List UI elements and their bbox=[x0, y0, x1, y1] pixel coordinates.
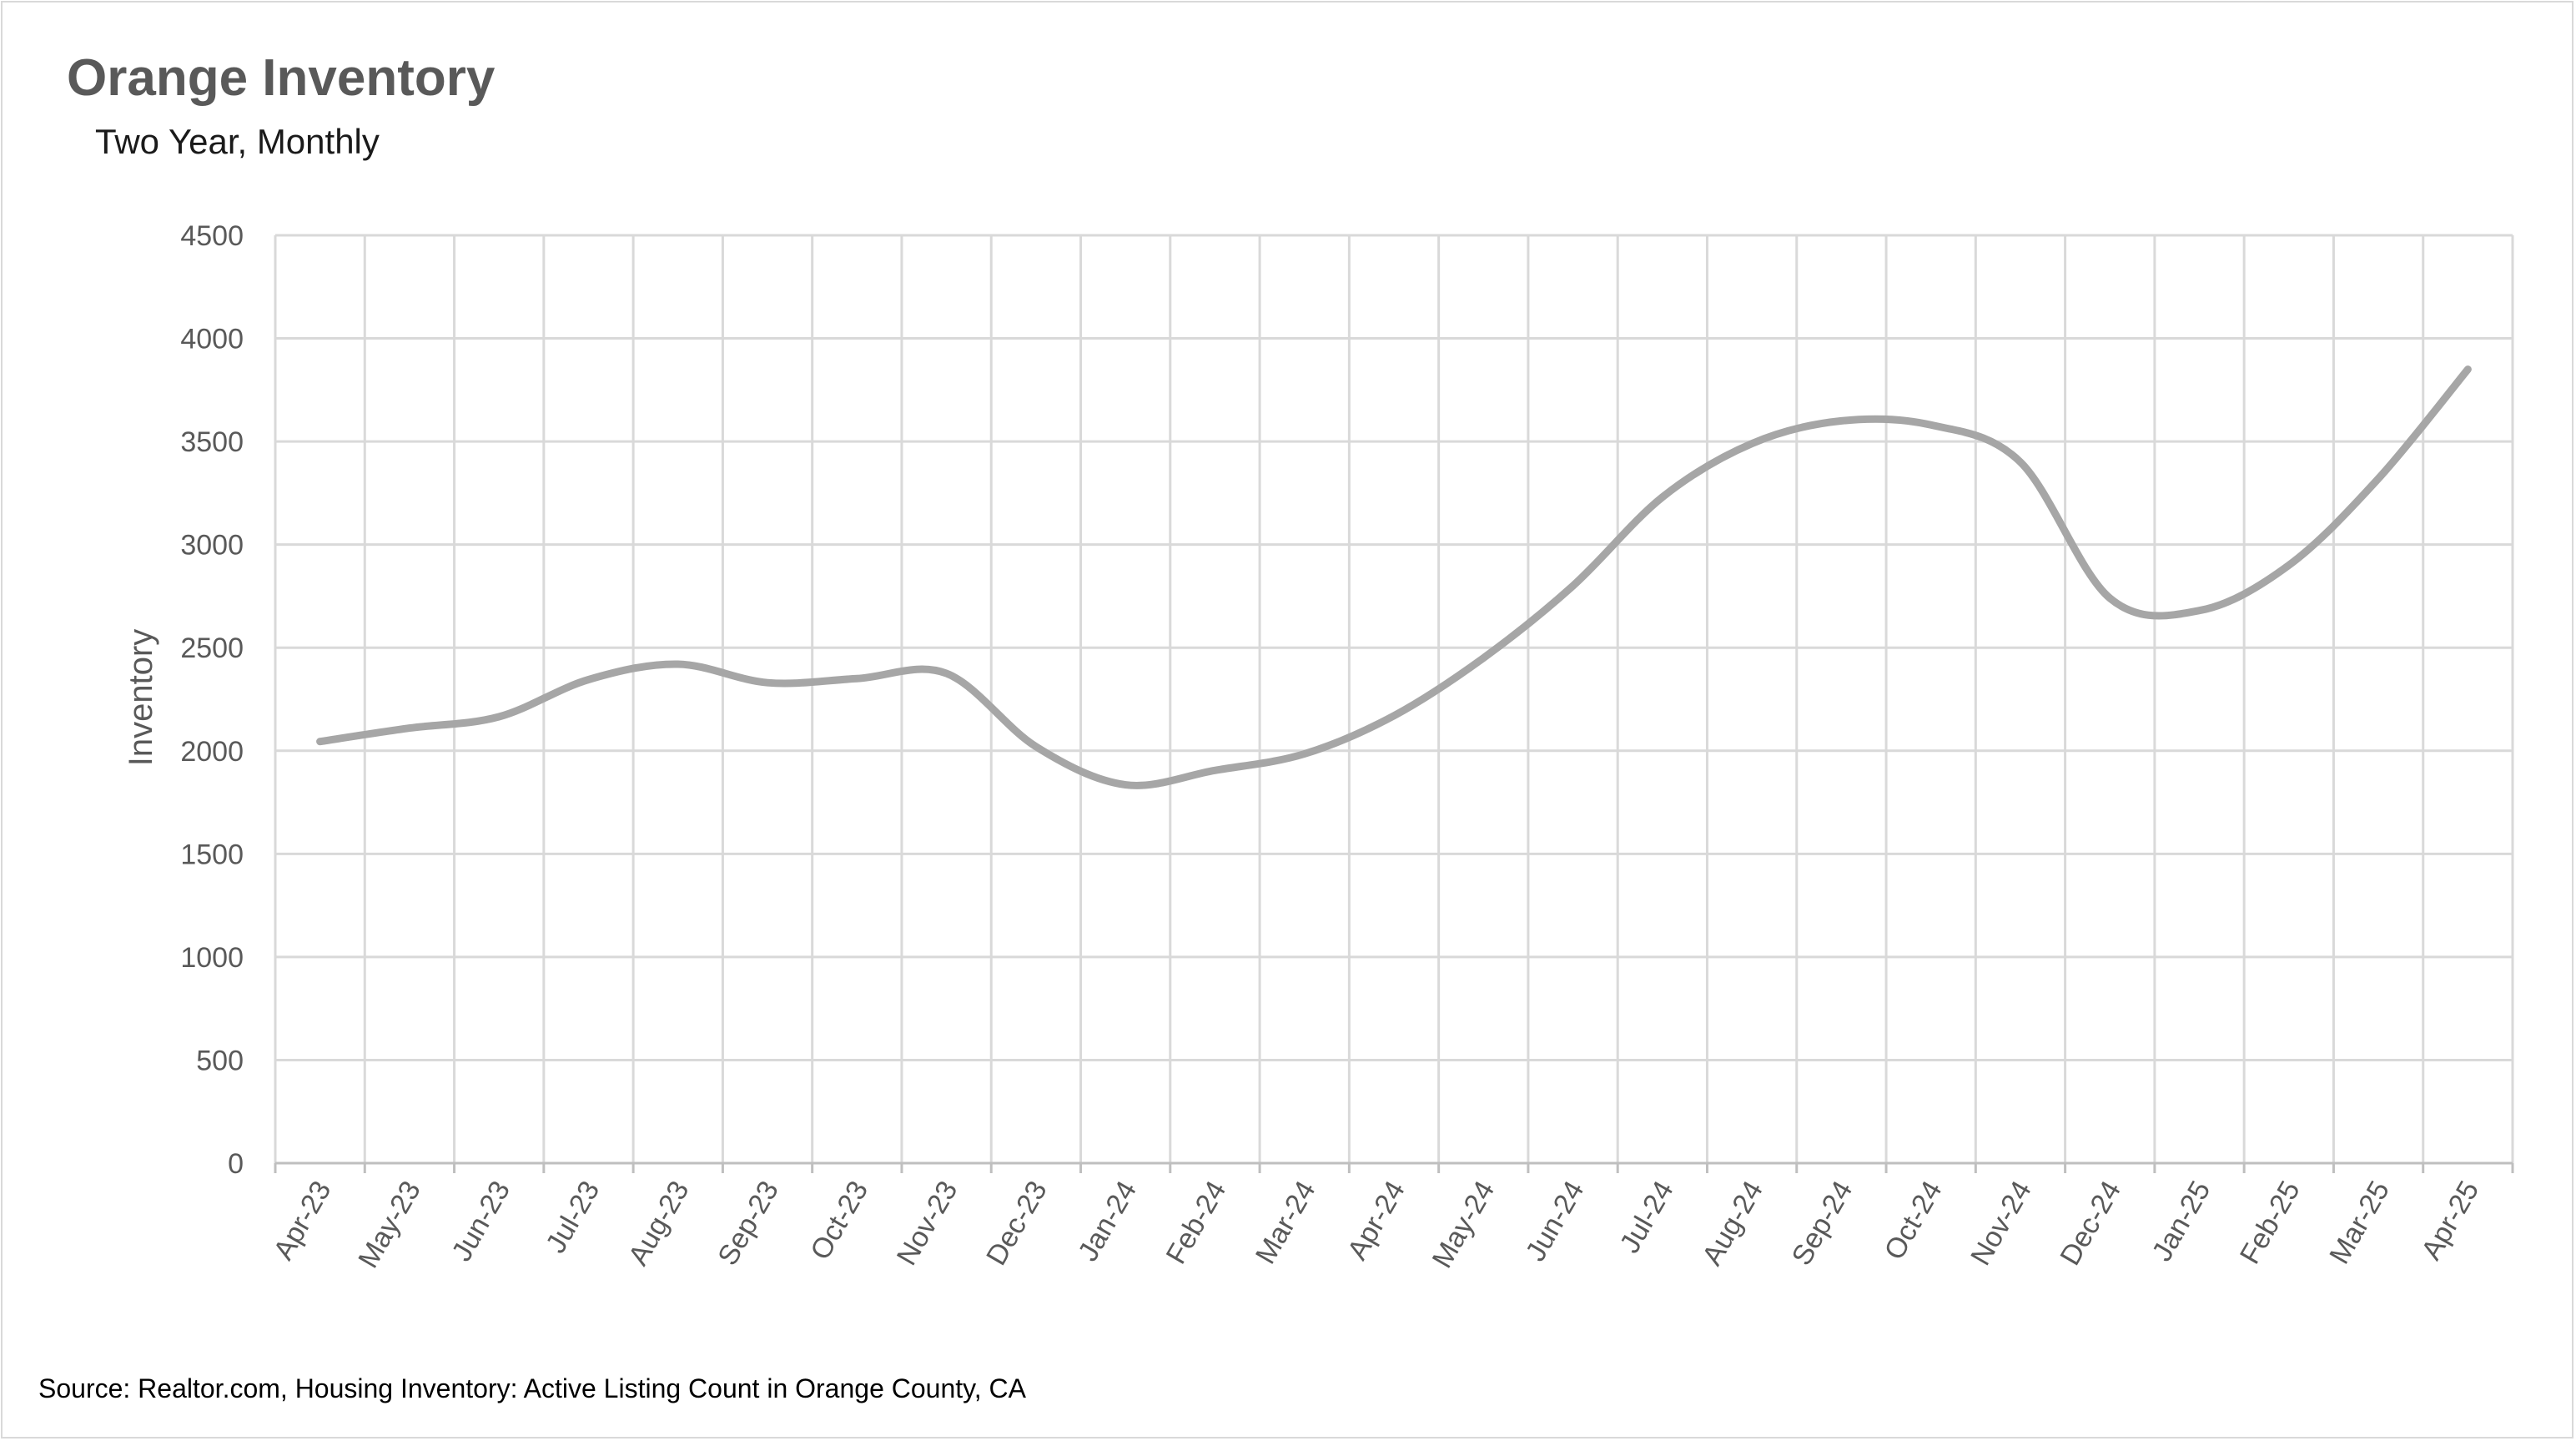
x-tick-label: Aug-23 bbox=[622, 1176, 696, 1271]
x-tick-label: Apr-25 bbox=[2415, 1176, 2485, 1265]
y-tick-label: 2500 bbox=[180, 632, 244, 664]
x-tick-label: Aug-24 bbox=[1696, 1176, 1769, 1271]
x-tick-label: Jun-23 bbox=[445, 1176, 516, 1267]
y-tick-label: 3500 bbox=[180, 426, 244, 458]
y-tick-label: 4000 bbox=[180, 324, 244, 355]
x-tick-label: May-24 bbox=[1426, 1176, 1502, 1273]
y-tick-labels: 0 500 1000 1500 2000 2500 3000 3500 4000 4500 bbox=[180, 220, 244, 1180]
y-tick-label: 0 bbox=[228, 1148, 244, 1180]
x-tick-label: Dec-23 bbox=[980, 1176, 1054, 1271]
series-lines bbox=[316, 365, 2472, 789]
x-tick-label: Sep-23 bbox=[712, 1176, 785, 1271]
x-tick-label: Feb-25 bbox=[2234, 1176, 2307, 1269]
x-tick-label: Mar-25 bbox=[2323, 1176, 2396, 1269]
y-tick-label: 4500 bbox=[180, 220, 244, 252]
y-tick-label: 500 bbox=[196, 1045, 244, 1076]
x-tick-label: Apr-23 bbox=[268, 1176, 338, 1265]
y-tick-label: 1000 bbox=[180, 942, 244, 974]
x-tick-label: Jul-23 bbox=[540, 1176, 606, 1258]
y-tick-label: 3000 bbox=[180, 530, 244, 562]
x-tick-label: Oct-23 bbox=[804, 1176, 874, 1265]
x-tick-labels: Apr-23 May-23 Jun-23 Jul-23 Aug-23 Sep-23 Oct-… bbox=[268, 1176, 2486, 1273]
gridlines bbox=[274, 234, 2514, 1163]
source-note: Source: Realtor.com, Housing Inventory: … bbox=[38, 1373, 1026, 1403]
x-tick-label: Apr-24 bbox=[1341, 1176, 1411, 1265]
y-axis-label: Inventory bbox=[123, 629, 159, 767]
x-tick-label: Mar-24 bbox=[1250, 1176, 1322, 1269]
x-tick-label: Sep-24 bbox=[1786, 1176, 1859, 1271]
x-tick-label: Jun-24 bbox=[1520, 1176, 1591, 1267]
x-tick-label: Oct-24 bbox=[1879, 1176, 1949, 1265]
x-tick-label: Dec-24 bbox=[2054, 1176, 2127, 1271]
x-tick-label: Nov-23 bbox=[891, 1176, 964, 1271]
y-tick-label: 1500 bbox=[180, 839, 244, 870]
chart-title: Orange Inventory bbox=[67, 49, 496, 107]
series-line bbox=[316, 365, 2472, 789]
chart-subtitle: Two Year, Monthly bbox=[95, 122, 380, 161]
x-tick-label: Feb-24 bbox=[1160, 1176, 1233, 1269]
axes bbox=[274, 1161, 2514, 1173]
x-tick-label: Nov-24 bbox=[1965, 1176, 2038, 1271]
x-tick-label: Jan-25 bbox=[2146, 1176, 2217, 1267]
y-tick-label: 2000 bbox=[180, 736, 244, 768]
x-tick-label: Jan-24 bbox=[1072, 1176, 1143, 1267]
x-tick-label: May-23 bbox=[352, 1176, 427, 1273]
x-tick-label: Jul-24 bbox=[1614, 1176, 1680, 1258]
